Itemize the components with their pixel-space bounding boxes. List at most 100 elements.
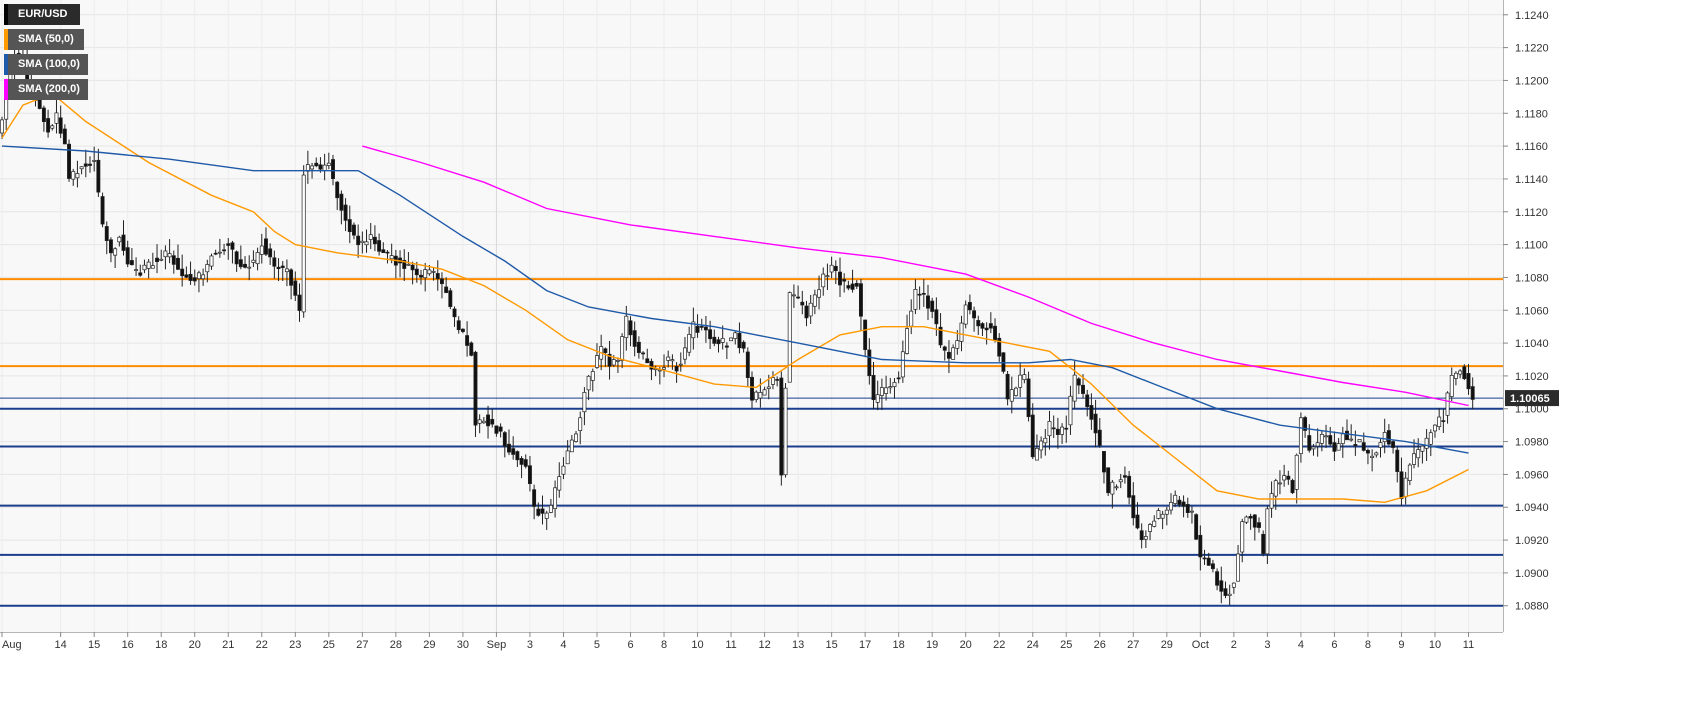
legend-label: SMA (50,0) [18, 33, 74, 45]
candle [553, 480, 558, 518]
candle-body-up [92, 160, 97, 162]
candle [96, 148, 101, 197]
candle-body-up [829, 264, 834, 273]
candle-body-up [762, 389, 767, 396]
candle-body-up [1370, 455, 1375, 458]
candle-body-down [372, 236, 377, 245]
candle [1395, 446, 1400, 483]
candle [645, 348, 650, 364]
candle-body-down [779, 377, 784, 476]
candle [272, 250, 277, 279]
legend-item-sma-200[interactable]: SMA (200,0) [4, 79, 88, 100]
candle [997, 333, 1002, 362]
candle [557, 462, 562, 498]
candle [0, 116, 4, 139]
candle [875, 380, 880, 411]
candle-body-down [917, 293, 922, 296]
candle [963, 300, 968, 329]
candle-body-up [1340, 433, 1345, 444]
candle [75, 160, 80, 188]
candle-body-up [586, 375, 591, 391]
time-tick-label: 27 [356, 639, 368, 651]
candle [121, 220, 126, 256]
candle [289, 268, 294, 300]
legend-swatch [4, 4, 8, 25]
candle-body-down [1345, 430, 1349, 441]
candle-body-down [1462, 366, 1467, 380]
candle [871, 361, 876, 410]
legend-item-sma-100[interactable]: SMA (100,0) [4, 54, 88, 75]
candle [419, 269, 423, 285]
candle-body-down [1102, 451, 1106, 473]
plot-area[interactable] [0, 0, 1503, 632]
candle [1441, 408, 1446, 433]
candle [833, 260, 838, 285]
candle [1106, 467, 1111, 496]
candle-body-down [1055, 428, 1060, 436]
candle [620, 333, 625, 369]
candle [1257, 517, 1261, 533]
candle [452, 306, 457, 327]
time-tick-label: 2 [1231, 639, 1237, 651]
candle-body-up [884, 387, 889, 394]
candle [486, 405, 490, 439]
legend-item-eurusd[interactable]: EUR/USD [4, 4, 80, 25]
candle-body-down [854, 282, 859, 287]
candle [1407, 463, 1412, 486]
candle [372, 225, 377, 252]
candle-body-down [515, 451, 520, 461]
candle-body-up [310, 165, 315, 170]
candle [984, 322, 989, 345]
candle [930, 297, 935, 319]
candle-body-up [670, 359, 675, 362]
sma-line [1, 92, 1469, 504]
candle [1244, 515, 1249, 525]
candle [888, 377, 893, 394]
candle [1156, 508, 1161, 520]
candle [364, 229, 369, 253]
candle-body-up [1164, 509, 1169, 515]
legend-item-sma-50[interactable]: SMA (50,0) [4, 29, 84, 50]
candle-body-up [720, 338, 725, 343]
candle-body-down [67, 143, 71, 179]
candle [1445, 391, 1450, 424]
candle [276, 258, 281, 282]
candle [243, 256, 247, 269]
price-tick-label: 1.0940 [1515, 502, 1549, 514]
candle [561, 457, 566, 480]
candle [838, 257, 842, 297]
candle [465, 321, 470, 357]
candle [1110, 479, 1115, 509]
candle [50, 124, 55, 131]
candle-body-up [808, 302, 813, 317]
candle [1365, 448, 1370, 465]
candle-body-up [909, 310, 914, 327]
candle-body-down [318, 164, 323, 170]
candle [222, 243, 227, 255]
candle [544, 510, 549, 530]
candle [125, 240, 130, 268]
time-tick-label: 29 [423, 639, 435, 651]
candle [184, 266, 189, 279]
candle [662, 354, 666, 378]
time-tick-label: Aug [2, 639, 22, 651]
candle [804, 300, 809, 327]
candle [444, 277, 449, 294]
candle [569, 434, 574, 453]
candle-body-up [888, 386, 893, 389]
candle-body-down [1202, 557, 1207, 560]
time-tick-label: 18 [893, 639, 905, 651]
candle-body-up [1445, 392, 1450, 416]
candle-body-down [1365, 449, 1370, 454]
candle [946, 340, 951, 374]
candle-body-up [1118, 479, 1123, 483]
candle-body-down [1093, 413, 1098, 434]
candle [993, 318, 997, 343]
candle-body-down [1089, 405, 1094, 420]
candle [519, 456, 524, 479]
candle-body-up [812, 294, 817, 307]
candle-body-down [213, 252, 218, 255]
price-tick-label: 1.1040 [1515, 338, 1549, 350]
time-tick-label: 4 [1298, 639, 1304, 651]
